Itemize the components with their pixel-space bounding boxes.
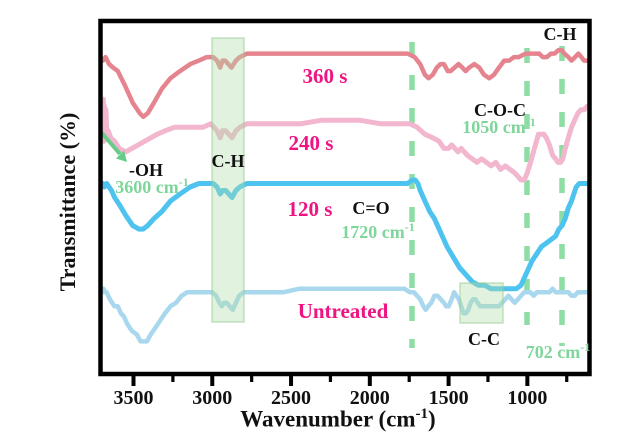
annotation-1050-cm: 1050 cm-1 [462,115,535,137]
x-axis-title-superscript: -1 [415,406,429,422]
x-tick-label: 1000 [507,387,547,409]
oh-arrow-head [116,150,127,162]
annotation-3600-cm: 3600 cm-1 [115,175,188,197]
annotation-c-h: C-H [544,24,577,44]
annotation-c-c: C-C [468,329,500,349]
x-tick-label: 3500 [114,387,154,409]
annotation--oh: -OH [129,160,163,180]
annotation-702-cm: 702 cm-1 [526,340,590,362]
annotation-c-o-c: C-O-C [474,100,526,120]
series-label-240-s: 240 s [289,131,334,155]
plot-border [98,18,592,377]
x-axis-title-close: ) [428,406,436,432]
annotation-c-h: C-H [212,151,245,171]
series-label-untreated: Untreated [298,299,389,323]
curve-240s [100,96,590,183]
series-label-360-s: 360 s [303,64,348,88]
highlight-c-c-region [459,282,504,324]
x-tick-label: 1500 [429,387,469,409]
series-label-120-s: 120 s [288,197,333,221]
annotation-1720-cm: 1720 cm-1 [341,220,414,242]
x-axis-title: Wavenumber (cm-1) [188,406,488,433]
highlight-c-h-region [211,37,245,323]
x-tick-label: 3000 [192,387,232,409]
x-tick-label: 2000 [350,387,390,409]
oh-arrow [99,130,122,156]
curve-360s [100,47,590,120]
x-axis-title-text: Wavenumber (cm [240,406,416,432]
curve-untreated [100,286,590,344]
annotation-c=o: C=O [352,198,389,218]
x-tick-label: 2500 [271,387,311,409]
curve-120s [100,177,590,292]
y-axis-title: Transmittance (%) [55,112,80,292]
